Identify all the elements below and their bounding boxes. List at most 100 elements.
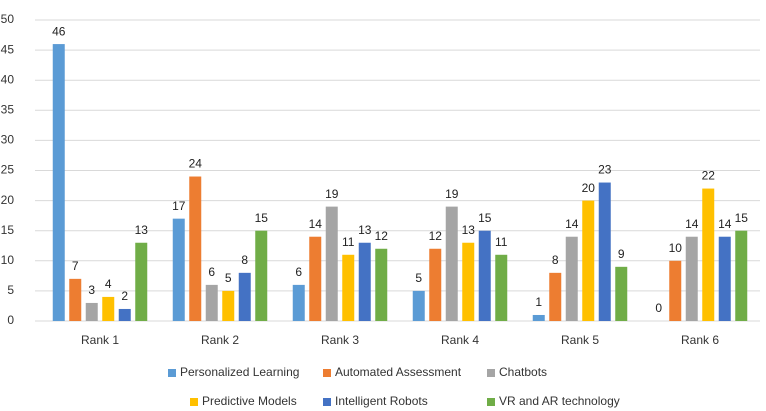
bar [118,308,131,321]
y-tick-label: 15 [1,223,15,237]
data-label: 15 [478,211,492,225]
legend-swatch [323,369,331,377]
data-label: 12 [429,229,443,243]
y-tick-label: 25 [1,163,15,177]
bar [412,290,425,321]
y-tick-label: 5 [7,283,14,297]
data-label: 5 [415,271,422,285]
y-tick-label: 0 [7,313,14,327]
data-label: 2 [121,289,128,303]
bar [172,218,185,321]
bar [478,230,491,321]
data-label: 11 [495,235,508,249]
bar [325,206,338,321]
data-label: 8 [241,253,248,267]
bar [735,230,748,321]
data-label: 0 [655,301,662,315]
bar [222,290,235,321]
data-label: 13 [135,223,149,237]
x-tick-label: Rank 1 [81,333,119,347]
data-label: 17 [172,199,186,213]
data-label: 12 [375,229,389,243]
data-label: 19 [325,187,339,201]
y-tick-label: 20 [1,193,15,207]
data-label: 4 [105,277,112,291]
bar [238,272,251,321]
bar [342,254,355,321]
legend-label: Automated Assessment [335,365,462,379]
bar [718,236,731,321]
y-tick-label: 30 [1,133,15,147]
legend-label: VR and AR technology [499,394,620,408]
data-label: 24 [189,157,203,171]
data-label: 1 [535,295,542,309]
bar [309,236,322,321]
bar [52,44,65,322]
bar [69,278,82,321]
data-label: 14 [685,217,699,231]
bar [462,242,475,321]
legend-label: Predictive Models [202,394,297,408]
bar [205,284,218,321]
data-label: 8 [552,253,559,267]
bar [598,182,611,321]
data-label: 7 [72,259,79,273]
data-label: 15 [255,211,269,225]
y-tick-label: 35 [1,102,15,116]
bar [495,254,508,321]
legend-label: Chatbots [499,365,547,379]
y-tick-label: 50 [1,12,15,26]
legend-swatch [190,398,198,406]
data-label: 14 [718,217,732,231]
data-label: 14 [309,217,323,231]
data-label: 13 [462,223,476,237]
legend-label: Intelligent Robots [335,394,428,408]
data-label: 11 [342,235,355,249]
bar [565,236,578,321]
bar [85,302,98,321]
x-tick-label: Rank 4 [441,333,479,347]
y-tick-label: 10 [1,253,15,267]
legend-label: Personalized Learning [180,365,299,379]
bar [358,242,371,321]
bar [429,248,442,321]
data-label: 6 [208,265,215,279]
legend-swatch [323,398,331,406]
bar [445,206,458,321]
bar [102,296,115,321]
y-tick-label: 40 [1,72,15,86]
y-tick-label: 45 [1,42,15,56]
data-label: 22 [702,169,716,183]
data-label: 9 [618,247,625,261]
data-label: 15 [735,211,749,225]
data-label: 46 [52,24,66,38]
legend-swatch [168,369,176,377]
bar [549,272,562,321]
data-label: 14 [565,217,579,231]
x-tick-label: Rank 5 [561,333,599,347]
data-label: 6 [295,265,302,279]
bar [582,200,595,321]
bar [375,248,388,321]
data-label: 5 [225,271,232,285]
bar [189,176,202,321]
bar [255,230,268,321]
data-label: 20 [582,181,596,195]
bar [135,242,148,321]
bar [685,236,698,321]
data-label: 3 [88,283,95,297]
x-tick-label: Rank 2 [201,333,239,347]
x-tick-label: Rank 6 [681,333,719,347]
bar [702,188,715,321]
x-tick-label: Rank 3 [321,333,359,347]
bar [669,260,682,321]
legend-swatch [487,369,495,377]
data-label: 23 [598,163,612,177]
bar [532,314,545,321]
bar [292,284,305,321]
bar [615,266,628,321]
data-label: 10 [669,241,683,255]
data-label: 13 [358,223,372,237]
legend-swatch [487,398,495,406]
